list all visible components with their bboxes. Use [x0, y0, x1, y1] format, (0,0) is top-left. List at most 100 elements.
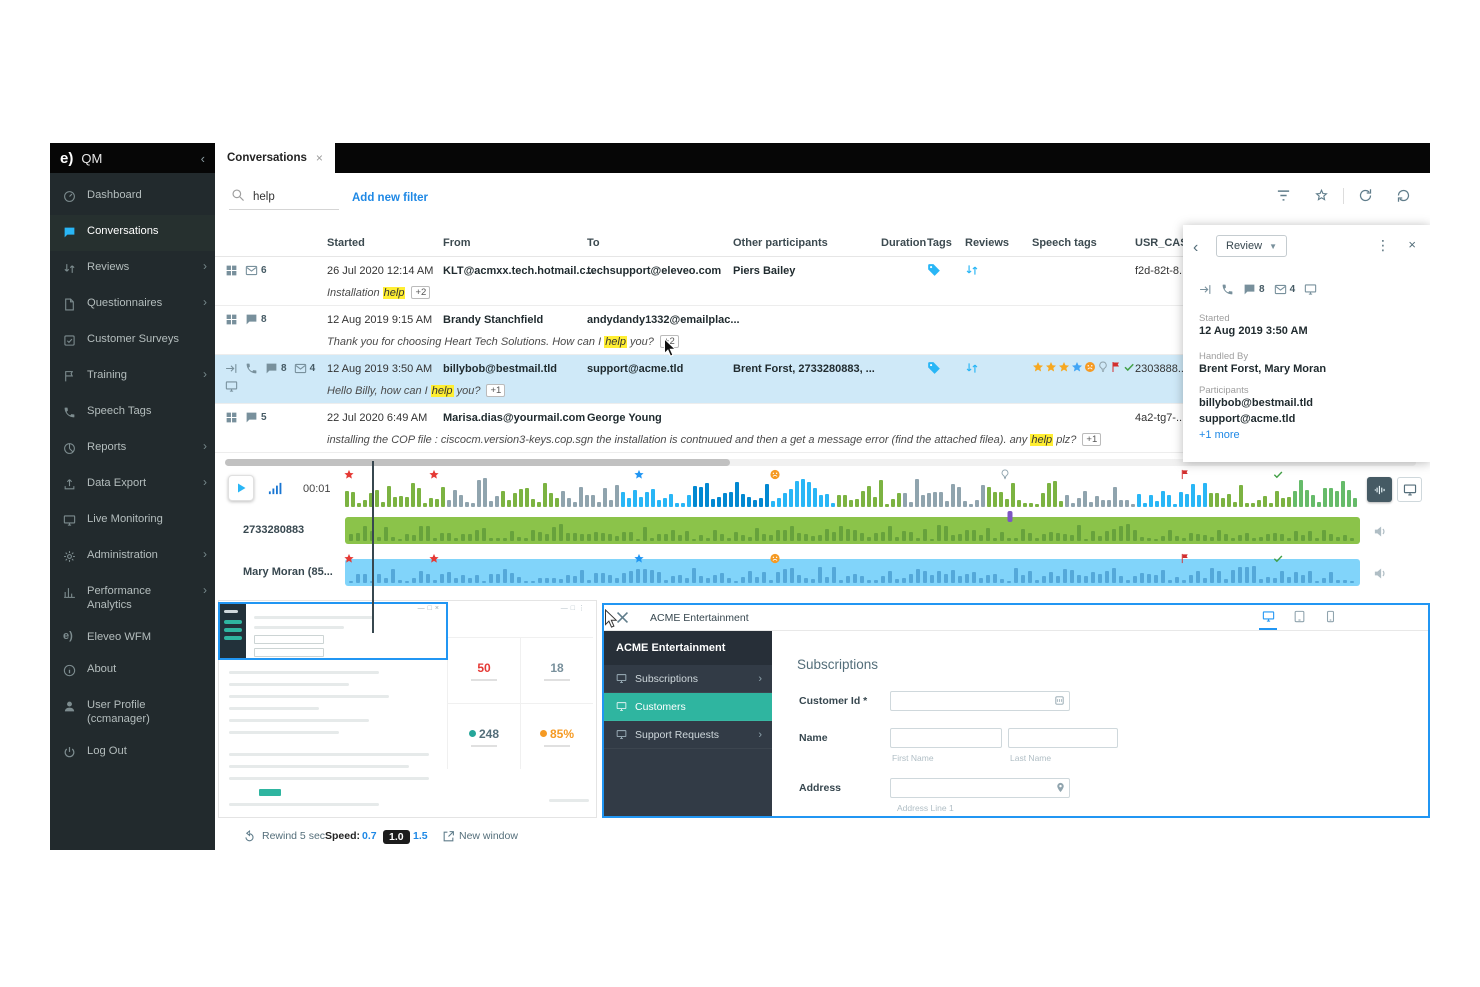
mute-speaker-icon[interactable]	[1373, 565, 1388, 583]
sidebar-item-training[interactable]: Training ›	[50, 359, 215, 395]
sidebar-item-performance-analytics[interactable]: Performance Analytics ›	[50, 575, 215, 621]
new-window-label[interactable]: New window	[459, 830, 518, 842]
column-header-other[interactable]: Other participants	[733, 237, 828, 249]
waveform[interactable]	[345, 471, 1360, 507]
more-options-icon[interactable]: ⋮	[1376, 237, 1390, 253]
search-input[interactable]	[253, 191, 333, 203]
new-window-icon[interactable]	[442, 830, 455, 843]
tab-close-icon[interactable]: ×	[315, 151, 323, 165]
acme-menu-customers[interactable]: Customers	[604, 693, 772, 721]
marker-check[interactable]	[1272, 553, 1283, 564]
column-header-started[interactable]: Started	[327, 237, 365, 249]
more-hits-badge[interactable]: +1	[1082, 433, 1102, 446]
track-label: 2733280883	[243, 524, 305, 536]
volume-bars-icon[interactable]	[267, 480, 284, 498]
play-button[interactable]	[228, 475, 254, 501]
sidebar-item-data-export[interactable]: Data Export ›	[50, 467, 215, 503]
acme-menu-subscriptions[interactable]: Subscriptions ›	[604, 665, 772, 693]
marker-star[interactable]	[429, 469, 440, 480]
search-hit-highlight: help	[604, 336, 627, 348]
first-name-input[interactable]	[890, 728, 1002, 748]
sidebar-item-speech-tags[interactable]: Speech Tags	[50, 395, 215, 431]
cell-from: Brandy Stanchfield	[443, 314, 544, 326]
sidebar-collapse-icon[interactable]: ‹	[200, 150, 205, 166]
speed-option-0.7[interactable]: 0.7	[362, 830, 377, 842]
marker-star[interactable]	[634, 469, 645, 480]
horizontal-scrollbar[interactable]	[225, 459, 1416, 466]
tablet-view-icon[interactable]	[1290, 608, 1308, 630]
sidebar-item-user-profile-ccmanager[interactable]: User Profile (ccmanager)	[50, 689, 215, 735]
rewind-icon[interactable]	[243, 830, 256, 843]
more-hits-badge[interactable]: +2	[659, 335, 679, 348]
search-field[interactable]	[229, 185, 339, 210]
rewind-label[interactable]: Rewind 5 sec	[262, 830, 326, 842]
scan-icon[interactable]	[1054, 695, 1065, 706]
add-new-filter-link[interactable]: Add new filter	[352, 192, 429, 204]
track-waveform[interactable]	[345, 559, 1360, 586]
sidebar-item-about[interactable]: About	[50, 653, 215, 689]
more-hits-badge[interactable]: +2	[411, 286, 431, 299]
mute-speaker-icon[interactable]	[1373, 523, 1388, 541]
sidebar-item-administration[interactable]: Administration ›	[50, 539, 215, 575]
track-waveform[interactable]	[345, 511, 1360, 544]
marker-frown[interactable]	[770, 553, 781, 564]
column-header-tags[interactable]: Tags	[927, 237, 952, 249]
customer-id-input[interactable]	[890, 691, 1070, 711]
column-header-duration[interactable]: Duration	[881, 237, 927, 249]
undo-icon[interactable]	[1387, 187, 1420, 205]
desktop-view-icon[interactable]	[1259, 608, 1277, 630]
marker-star[interactable]	[429, 553, 440, 564]
more-hits-badge[interactable]: +1	[486, 384, 506, 397]
playback-controls: Rewind 5 sec Speed: 0.7 1.0 1.5 New wind…	[215, 827, 1430, 849]
first-name-helper: First Name	[892, 753, 934, 763]
audio-view-toggle[interactable]	[1367, 477, 1392, 502]
screen-recording-thumbnail[interactable]: —□⋮ 50 18 248 85% —□×	[218, 600, 597, 818]
column-header-from[interactable]: From	[443, 237, 471, 249]
marker-frown[interactable]	[770, 469, 781, 480]
back-chevron-icon[interactable]: ‹	[1193, 239, 1199, 256]
refresh-icon[interactable]	[1349, 187, 1382, 205]
sidebar-item-customer-surveys[interactable]: Customer Surveys	[50, 323, 215, 359]
acme-menu-support-requests[interactable]: Support Requests ›	[604, 721, 772, 749]
column-header-reviews[interactable]: Reviews	[965, 237, 1010, 249]
mobile-view-icon[interactable]	[1321, 608, 1339, 630]
chevron-right-icon: ›	[203, 295, 207, 309]
column-header-to[interactable]: To	[587, 237, 600, 249]
marker-star[interactable]	[344, 553, 355, 564]
playhead-line[interactable]	[372, 461, 374, 633]
chevron-right-icon: ›	[203, 475, 207, 489]
sidebar-item-questionnaires[interactable]: Questionnaires ›	[50, 287, 215, 323]
location-pin-icon[interactable]	[1055, 782, 1066, 793]
marker-bulb[interactable]	[999, 469, 1010, 480]
sidebar-item-reviews[interactable]: Reviews ›	[50, 251, 215, 287]
marker-star[interactable]	[634, 553, 645, 564]
sidebar-item-live-monitoring[interactable]: Live Monitoring	[50, 503, 215, 539]
address-input[interactable]	[890, 778, 1070, 798]
column-header-usr[interactable]: USR_CAS	[1135, 237, 1188, 249]
marker-dot[interactable]	[1007, 511, 1013, 522]
sidebar-item-eleveo-wfm[interactable]: e) Eleveo WFM	[50, 621, 215, 653]
marker-star[interactable]	[344, 469, 355, 480]
close-panel-icon[interactable]: ×	[1408, 237, 1416, 252]
message-preview: Hello Billy, how can I help you? +1	[327, 384, 506, 397]
speed-option-1.0-active[interactable]: 1.0	[383, 830, 410, 844]
marker-flag[interactable]	[1180, 469, 1191, 480]
marker-flag[interactable]	[1180, 553, 1191, 564]
marker-check[interactable]	[1272, 469, 1283, 480]
more-participants-link[interactable]: +1 more	[1199, 429, 1240, 441]
sidebar-item-reports[interactable]: Reports ›	[50, 431, 215, 467]
scrollbar-thumb[interactable]	[225, 459, 730, 466]
review-dropdown[interactable]: Review ▼	[1216, 235, 1287, 257]
speed-option-1.5[interactable]: 1.5	[413, 830, 428, 842]
screen-view-toggle[interactable]	[1397, 477, 1422, 502]
tab-conversations[interactable]: Conversations ×	[215, 143, 335, 173]
sidebar-item-dashboard[interactable]: Dashboard	[50, 179, 215, 215]
sidebar-item-log-out[interactable]: Log Out	[50, 735, 215, 771]
filter-icon[interactable]	[1267, 187, 1300, 205]
column-header-speech[interactable]: Speech tags	[1032, 237, 1097, 249]
favorite-star-icon[interactable]	[1305, 187, 1338, 205]
screen-icon	[225, 380, 238, 393]
last-name-input[interactable]	[1008, 728, 1118, 748]
sidebar-item-conversations[interactable]: Conversations	[50, 215, 215, 251]
